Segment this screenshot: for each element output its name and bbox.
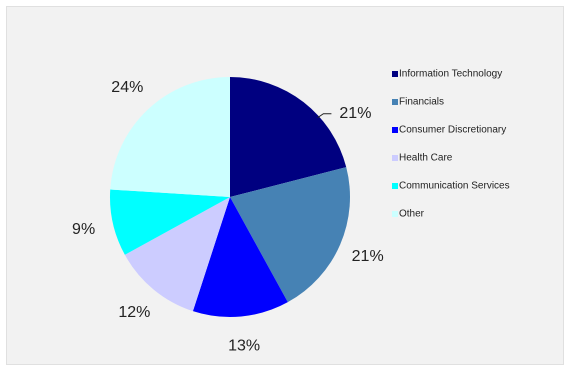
legend: Information Technology Financials Consumer… bbox=[392, 69, 510, 220]
data-label-communication-services: 9% bbox=[72, 221, 95, 238]
leader-line-information-technology bbox=[317, 113, 332, 119]
data-label-consumer-discretionary: 13% bbox=[228, 338, 260, 355]
pie-slice-communication-services bbox=[110, 189, 230, 255]
legend-swatch-information-technology bbox=[392, 71, 398, 77]
pie-data-labels: 21% 21% 13% 12% 9% 24% bbox=[72, 79, 384, 355]
legend-label-financials: Financials bbox=[399, 97, 444, 108]
pie-slice-financials bbox=[230, 167, 351, 303]
pie-slice-consumer-discretionary bbox=[192, 197, 288, 317]
pie-slice-health-care bbox=[124, 197, 230, 312]
legend-label-information-technology: Information Technology bbox=[399, 69, 502, 80]
legend-swatch-financials bbox=[392, 99, 398, 105]
legend-swatch-communication-services bbox=[392, 183, 398, 189]
pie-slices bbox=[110, 77, 351, 317]
leader-lines bbox=[317, 113, 332, 119]
pie-slice-other bbox=[110, 77, 230, 197]
data-label-health-care: 12% bbox=[118, 304, 150, 321]
data-label-financials: 21% bbox=[352, 248, 384, 265]
legend-label-other: Other bbox=[399, 209, 425, 220]
legend-swatch-consumer-discretionary bbox=[392, 127, 398, 133]
legend-label-consumer-discretionary: Consumer Discretionary bbox=[399, 125, 506, 136]
legend-label-communication-services: Communication Services bbox=[399, 181, 510, 192]
pie-slice-information-technology bbox=[230, 77, 347, 197]
legend-swatch-health-care bbox=[392, 155, 398, 161]
data-label-information-technology: 21% bbox=[339, 105, 371, 122]
legend-label-health-care: Health Care bbox=[399, 153, 453, 164]
data-label-other: 24% bbox=[111, 79, 143, 96]
legend-swatch-other bbox=[392, 211, 398, 217]
